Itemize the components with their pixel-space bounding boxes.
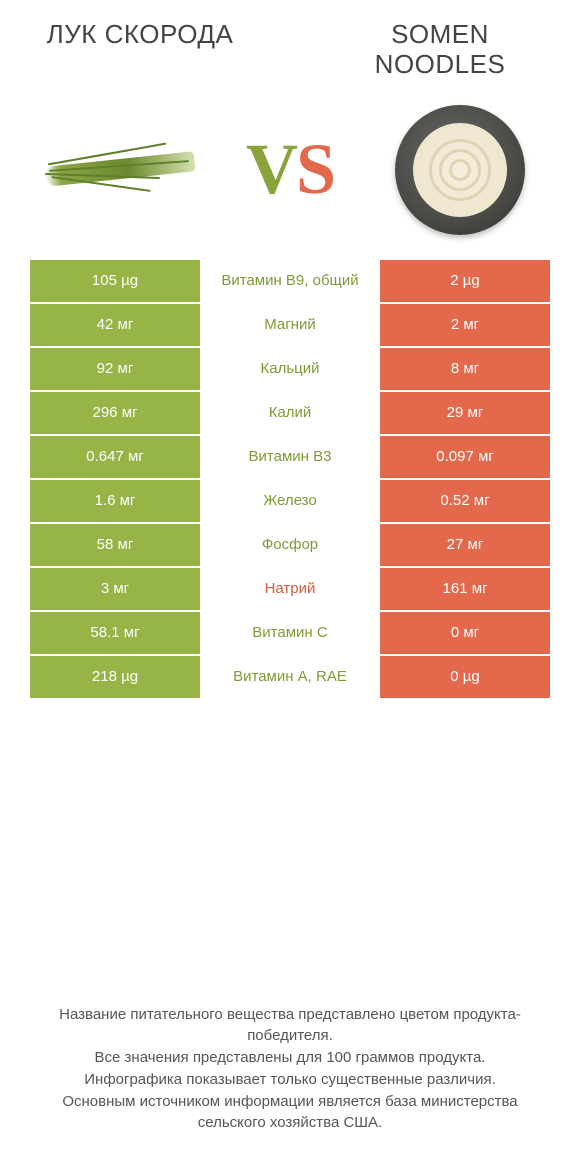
- right-value: 29 мг: [380, 392, 550, 434]
- right-value: 2 мг: [380, 304, 550, 346]
- footer-line-4: Основным источником информации является …: [30, 1091, 550, 1135]
- right-value: 0.097 мг: [380, 436, 550, 478]
- left-product-image: [40, 110, 200, 230]
- vs-s: S: [296, 129, 334, 209]
- comparison-table: 105 µgВитамин B9, общий2 µg42 мгМагний2 …: [0, 260, 580, 700]
- left-value: 58.1 мг: [30, 612, 200, 654]
- right-product-image: [380, 110, 540, 230]
- nutrient-label: Магний: [200, 304, 380, 346]
- table-row: 105 µgВитамин B9, общий2 µg: [30, 260, 550, 304]
- footer-line-3: Инфографика показывает только существенн…: [30, 1069, 550, 1091]
- header: Лук скорода Somen noodles: [0, 0, 580, 90]
- left-value: 92 мг: [30, 348, 200, 390]
- footer-line-2: Все значения представлены для 100 граммо…: [30, 1047, 550, 1069]
- left-product-title: Лук скорода: [40, 20, 240, 80]
- right-value: 0 µg: [380, 656, 550, 698]
- left-value: 58 мг: [30, 524, 200, 566]
- nutrient-label: Витамин C: [200, 612, 380, 654]
- noodle-bowl-icon: [395, 105, 525, 235]
- right-product-title: Somen noodles: [340, 20, 540, 80]
- left-value: 1.6 мг: [30, 480, 200, 522]
- table-row: 1.6 мгЖелезо0.52 мг: [30, 480, 550, 524]
- nutrient-label: Натрий: [200, 568, 380, 610]
- nutrient-label: Витамин B3: [200, 436, 380, 478]
- table-row: 92 мгКальций8 мг: [30, 348, 550, 392]
- chives-icon: [45, 135, 195, 205]
- left-value: 0.647 мг: [30, 436, 200, 478]
- left-value: 105 µg: [30, 260, 200, 302]
- left-value: 3 мг: [30, 568, 200, 610]
- nutrient-label: Витамин B9, общий: [200, 260, 380, 302]
- nutrient-label: Фосфор: [200, 524, 380, 566]
- table-row: 58.1 мгВитамин C0 мг: [30, 612, 550, 656]
- right-value: 27 мг: [380, 524, 550, 566]
- table-row: 58 мгФосфор27 мг: [30, 524, 550, 568]
- left-value: 296 мг: [30, 392, 200, 434]
- nutrient-label: Витамин A, RAE: [200, 656, 380, 698]
- vs-label: VS: [246, 128, 334, 211]
- nutrient-label: Кальций: [200, 348, 380, 390]
- nutrient-label: Калий: [200, 392, 380, 434]
- right-value: 2 µg: [380, 260, 550, 302]
- table-row: 296 мгКалий29 мг: [30, 392, 550, 436]
- table-row: 42 мгМагний2 мг: [30, 304, 550, 348]
- footer-notes: Название питательного вещества представл…: [30, 1004, 550, 1135]
- vs-v: V: [246, 129, 296, 209]
- table-row: 218 µgВитамин A, RAE0 µg: [30, 656, 550, 700]
- hero-row: VS: [0, 90, 580, 260]
- left-value: 42 мг: [30, 304, 200, 346]
- right-value: 161 мг: [380, 568, 550, 610]
- table-row: 3 мгНатрий161 мг: [30, 568, 550, 612]
- right-value: 0 мг: [380, 612, 550, 654]
- footer-line-1: Название питательного вещества представл…: [30, 1004, 550, 1048]
- right-value: 0.52 мг: [380, 480, 550, 522]
- nutrient-label: Железо: [200, 480, 380, 522]
- right-value: 8 мг: [380, 348, 550, 390]
- table-row: 0.647 мгВитамин B30.097 мг: [30, 436, 550, 480]
- left-value: 218 µg: [30, 656, 200, 698]
